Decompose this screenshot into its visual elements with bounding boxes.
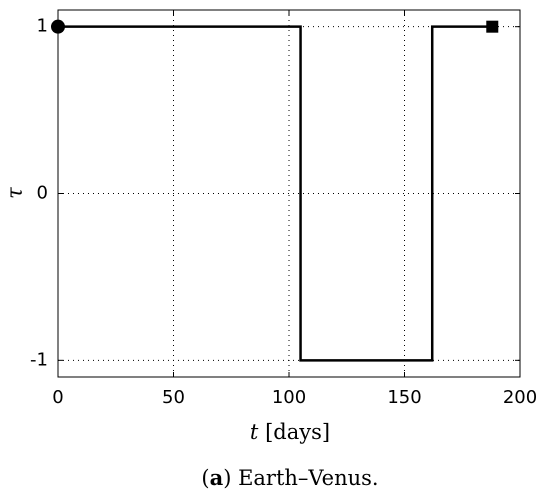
plot-frame — [57, 9, 521, 378]
y-tick-label: 0 — [37, 183, 48, 204]
x-tick-label: 50 — [162, 387, 185, 408]
y-tick-label: 1 — [37, 16, 48, 37]
caption-letter: a — [210, 465, 224, 490]
x-axis-label: t [days] — [250, 420, 330, 444]
end-marker — [486, 20, 499, 33]
x-tick-label: 150 — [387, 387, 421, 408]
series-line — [58, 25, 493, 362]
x-label-unit: [days] — [265, 420, 330, 444]
caption-open: ( — [201, 466, 209, 490]
x-tick-label: 0 — [52, 387, 63, 408]
caption-text: ) Earth–Venus. — [223, 466, 378, 490]
x-tick-label: 200 — [503, 387, 537, 408]
x-tick-label: 100 — [272, 387, 306, 408]
x-label-symbol: t — [250, 420, 259, 444]
y-tick-label: -1 — [30, 349, 48, 370]
y-axis-label: τ — [3, 187, 27, 199]
start-marker — [51, 19, 65, 34]
caption: (a) Earth–Venus. — [201, 465, 378, 490]
